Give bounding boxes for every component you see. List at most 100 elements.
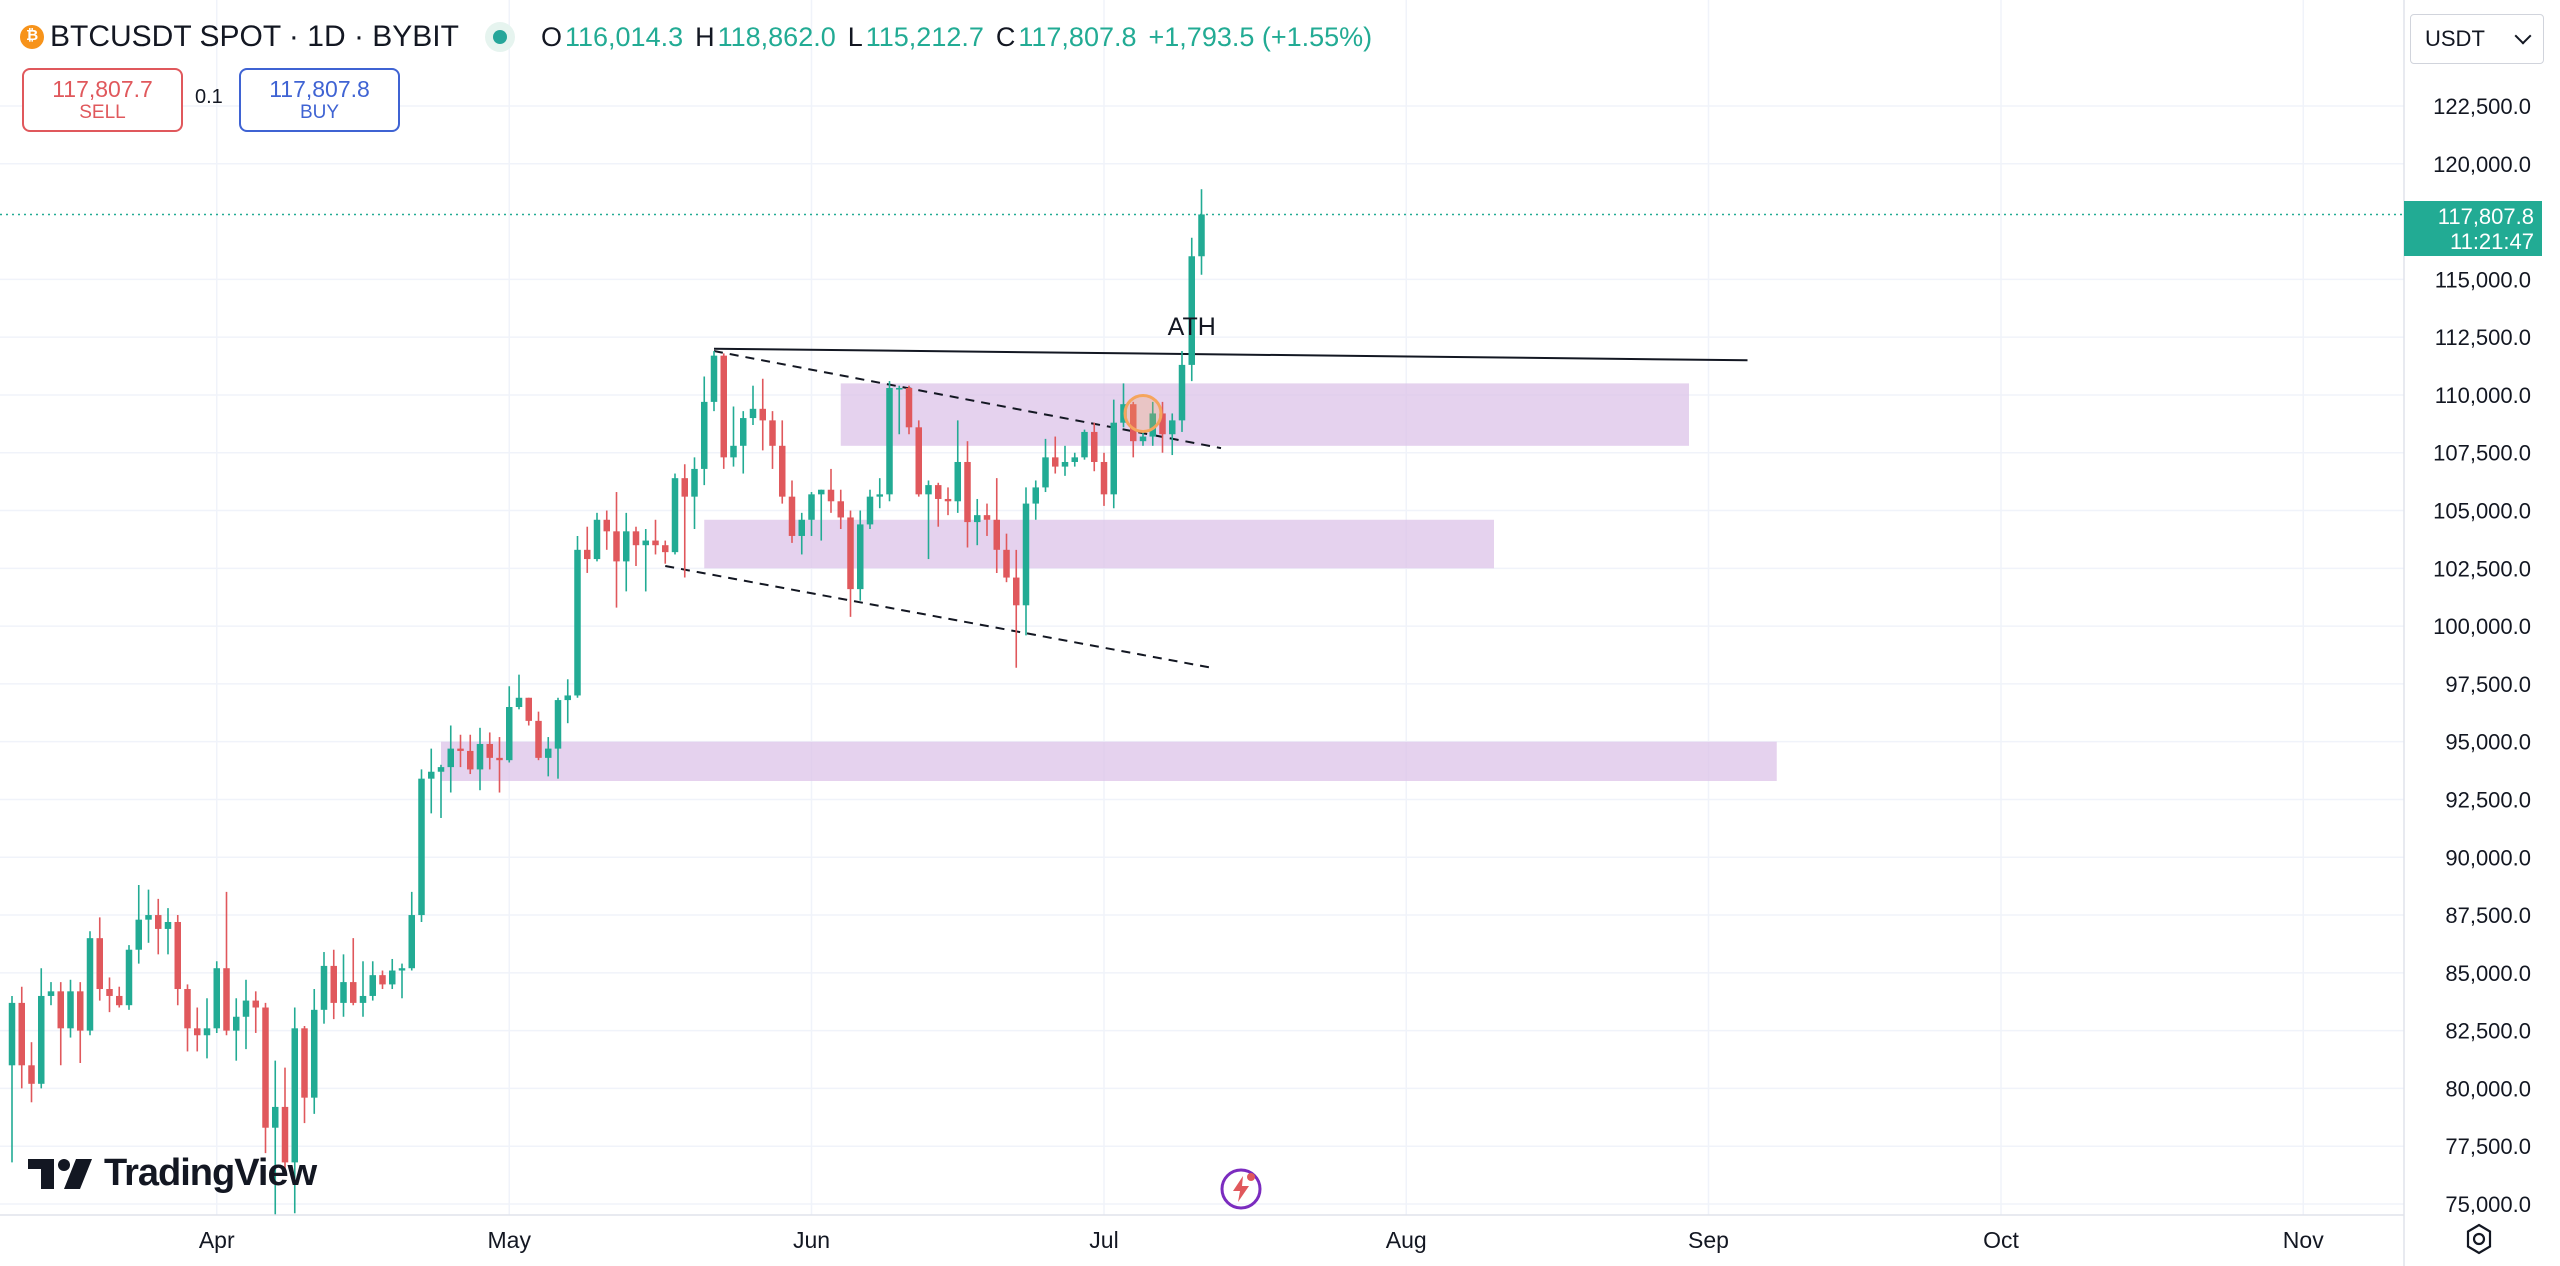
candle: [545, 737, 552, 777]
candle-body: [301, 1028, 308, 1098]
candle: [788, 480, 796, 543]
low-label: L: [847, 21, 863, 52]
candle-body: [710, 355, 718, 402]
candle-body: [759, 408, 766, 421]
candle: [320, 952, 328, 1024]
candle: [1110, 399, 1117, 509]
candle-body: [359, 995, 367, 1003]
dashed-trendline: [713, 350, 1222, 450]
candle-body: [896, 388, 903, 390]
candle: [77, 982, 84, 1063]
candle: [1100, 452, 1108, 506]
high-label: H: [695, 21, 715, 52]
candle: [769, 411, 776, 469]
buy-label: BUY: [299, 102, 340, 123]
currency-select[interactable]: USDT: [2410, 14, 2544, 64]
candle: [38, 968, 45, 1089]
candle: [935, 482, 942, 527]
price-tick-label: 107,500.0: [2433, 441, 2531, 466]
candle-body: [38, 995, 45, 1084]
candle: [798, 512, 805, 555]
candle: [96, 917, 103, 1001]
candle: [1081, 429, 1088, 460]
candle-body: [379, 975, 386, 985]
candle-body: [1061, 461, 1069, 467]
candles: [8, 189, 1205, 1216]
candle: [67, 979, 74, 1038]
candle: [281, 1067, 289, 1174]
price-tick-label: 122,500.0: [2433, 94, 2531, 119]
time-tick-label: Jun: [793, 1227, 830, 1253]
price-axis[interactable]: 122,500.0 120,000.0 115,000.0 112,500.0 110,…: [2433, 94, 2531, 1217]
candle-body: [827, 489, 835, 502]
candle-body: [525, 697, 532, 721]
sell-button[interactable]: 117,807.7 SELL: [22, 68, 183, 132]
candle-body: [584, 549, 591, 560]
candle-body: [398, 968, 406, 971]
candle-body: [603, 519, 610, 532]
candle-body: [1110, 422, 1117, 495]
candle: [662, 540, 669, 564]
candle-body: [818, 489, 825, 495]
candle-body: [457, 748, 464, 751]
candle-body: [467, 750, 474, 770]
candle-body: [1198, 214, 1205, 257]
candle: [652, 519, 659, 555]
candle-body: [993, 519, 1000, 550]
candle: [944, 487, 952, 516]
trendlines: [665, 347, 1748, 669]
candle: [164, 908, 172, 955]
price-tick-label: 92,500.0: [2445, 787, 2531, 812]
candle-body: [47, 991, 55, 996]
candle-body: [194, 1028, 201, 1036]
candle: [1013, 549, 1020, 668]
price-tick-label: 115,000.0: [2435, 267, 2531, 292]
candle-body: [330, 965, 337, 1003]
candle: [593, 512, 601, 562]
candle-body: [164, 921, 172, 929]
candle-body: [57, 991, 64, 1029]
candle-body: [496, 757, 503, 761]
candle-body: [1139, 436, 1147, 442]
buy-button[interactable]: 117,807.8 BUY: [239, 68, 400, 132]
candle-body: [554, 700, 562, 749]
candle-body: [1188, 256, 1195, 365]
candle: [28, 1042, 35, 1103]
candle: [857, 510, 864, 601]
candle: [1032, 480, 1039, 520]
candle: [379, 970, 386, 990]
sell-price: 117,807.7: [52, 76, 153, 102]
candle-body: [116, 995, 123, 1006]
symbol-title[interactable]: BTCUSDT SPOT · 1D · BYBIT: [50, 20, 459, 53]
candle: [262, 1002, 269, 1154]
sell-label: SELL: [79, 102, 126, 123]
highlight-circle-marker: [1123, 393, 1163, 433]
candle-body: [174, 921, 181, 990]
candle: [47, 982, 55, 1006]
candle-body: [242, 1000, 250, 1017]
candle: [681, 464, 688, 578]
candle: [311, 989, 318, 1114]
candle-body: [28, 1065, 35, 1084]
candle: [515, 674, 523, 710]
market-status-icon[interactable]: [484, 22, 515, 52]
candle: [818, 489, 825, 541]
candle-body: [272, 1106, 279, 1128]
candle: [642, 529, 649, 592]
candle-body: [857, 524, 864, 590]
candle-body: [223, 968, 230, 1031]
candle: [749, 385, 757, 425]
candle-body: [437, 767, 445, 772]
lightning-icon[interactable]: [1219, 1167, 1263, 1211]
candle-body: [369, 975, 376, 996]
gear-icon[interactable]: [2462, 1222, 2496, 1256]
candle: [535, 711, 542, 761]
candle: [194, 1007, 201, 1052]
time-axis[interactable]: Apr May Jun Jul Aug Sep Oct Nov: [199, 1227, 2324, 1253]
candle: [827, 468, 835, 513]
candle: [447, 725, 454, 793]
tradingview-logo[interactable]: TradingView: [28, 1152, 317, 1195]
candle-body: [1052, 457, 1059, 467]
candle: [905, 385, 913, 435]
